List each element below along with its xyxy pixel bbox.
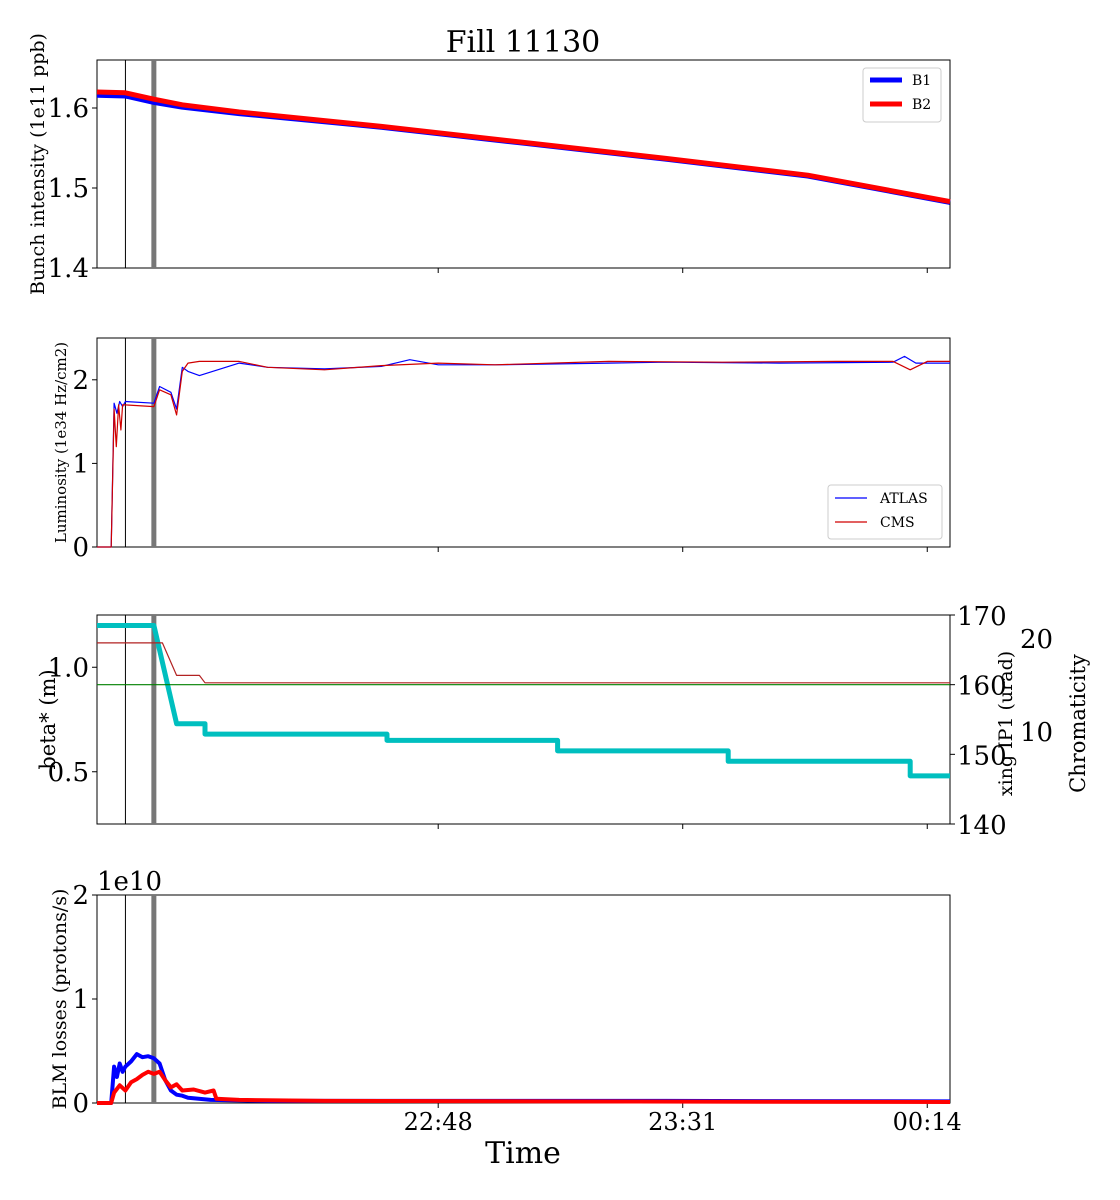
- x-tick-label-0: 22:48: [404, 1108, 473, 1136]
- legend-label-cms: CMS: [880, 515, 915, 531]
- optics-xing-tick-label-1: 150: [957, 741, 1007, 771]
- blm-y-tick-label-0: 0: [72, 1089, 89, 1119]
- luminosity-y-tick-label-1: 1: [72, 449, 89, 479]
- optics-axes-frame: [96, 614, 951, 825]
- luminosity-legend: ATLAS CMS: [827, 484, 943, 540]
- optics-beta-y-tick-label-0: 0.5: [48, 758, 89, 788]
- optics-chroma-tick-label-0: 10: [1020, 718, 1053, 748]
- luminosity-y-label: Luminosity (1e34 Hz/cm2): [52, 342, 70, 543]
- panel-blm: 0 1 2 1e10 BLM losses (protons/s) 22:48 23:31 0…: [49, 867, 962, 1136]
- optics-xing-label: xing IP1 (urad): [995, 651, 1017, 796]
- blm-y-tick-label-2: 2: [72, 881, 89, 911]
- blm-y-label: BLM losses (protons/s): [49, 889, 71, 1110]
- intensity-y-tick-label-2: 1.6: [48, 94, 89, 124]
- legend-label-b1: B1: [912, 73, 931, 89]
- legend-label-b2: B2: [912, 97, 931, 113]
- intensity-legend: B1 B2: [862, 67, 942, 123]
- luminosity-series-cms: [97, 360, 950, 548]
- figure-title: Fill 11130: [446, 25, 601, 60]
- optics-chroma-label: Chromaticity: [1066, 654, 1090, 793]
- optics-xing-tick-label-0: 140: [957, 811, 1007, 841]
- optics-beta-label: beta* (m): [36, 669, 60, 769]
- optics-xing-tick-label-3: 170: [957, 602, 1007, 632]
- intensity-axes-frame: [96, 59, 951, 269]
- x-tick-label-1: 23:31: [648, 1108, 717, 1136]
- optics-beta-y-tick-label-1: 1.0: [48, 653, 89, 683]
- blm-series-b2: [97, 1069, 951, 1105]
- blm-series-b1: [97, 1052, 951, 1105]
- intensity-y-tick-label-1: 1.5: [48, 174, 89, 204]
- intensity-series-b2: [96, 89, 951, 205]
- x-axis-label: Time: [485, 1136, 561, 1171]
- optics-xing-tick-label-2: 160: [957, 672, 1007, 702]
- luminosity-axes-frame: [96, 337, 951, 548]
- blm-y-tick-label-1: 1: [72, 985, 89, 1015]
- blm-offset-label: 1e10: [97, 867, 162, 897]
- blm-axes-frame: [96, 894, 951, 1104]
- optics-series-line-2: [97, 642, 950, 684]
- luminosity-series-atlas: [97, 355, 950, 548]
- x-tick-label-2: 00:14: [893, 1108, 962, 1136]
- optics-series-line-0: [97, 623, 950, 779]
- optics-chroma-tick-label-1: 20: [1020, 625, 1053, 655]
- luminosity-y-tick-label-0: 0: [72, 533, 89, 563]
- intensity-y-tick-label-0: 1.4: [48, 254, 89, 284]
- luminosity-y-tick-label-2: 2: [72, 366, 89, 396]
- intensity-y-label: Bunch intensity (1e11 ppb): [27, 33, 49, 295]
- legend-label-atlas: ATLAS: [879, 491, 928, 507]
